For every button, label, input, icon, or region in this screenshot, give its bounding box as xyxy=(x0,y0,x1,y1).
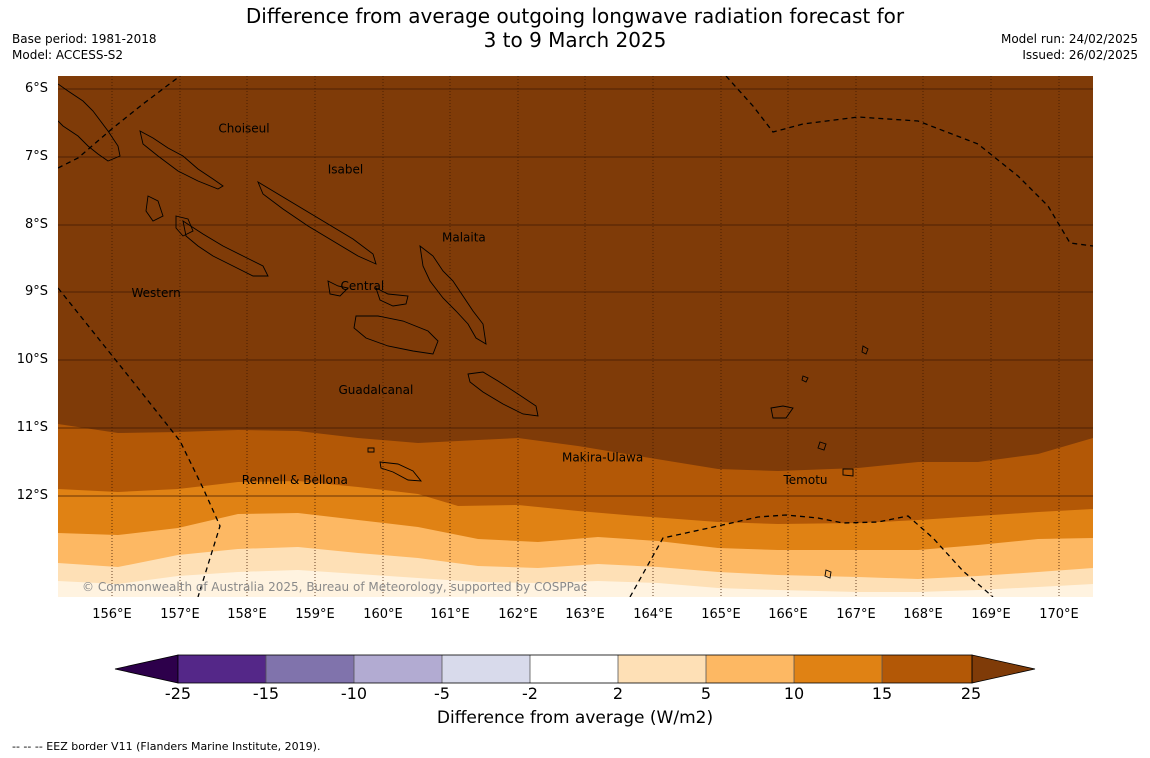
lon-tick: 167°E xyxy=(836,607,876,622)
lon-tick: 156°E xyxy=(92,607,132,622)
colorbar-outline xyxy=(177,654,973,684)
colorbar-segment xyxy=(882,655,972,683)
lon-tick: 160°E xyxy=(363,607,403,622)
colorbar-label: 5 xyxy=(700,684,712,703)
colorbar-label: 10 xyxy=(783,684,805,703)
province-label: Guadalcanal xyxy=(338,383,413,397)
lon-tick: 159°E xyxy=(295,607,335,622)
lat-tick: 11°S xyxy=(16,420,48,435)
duff-islands xyxy=(801,375,809,383)
forecast-map: Choiseul Isabel Malaita Western Central Guada… xyxy=(58,76,1093,597)
lon-tick: 162°E xyxy=(498,607,538,622)
colorbar-dividers xyxy=(265,655,883,683)
province-label: Rennell & Bellona xyxy=(242,473,348,487)
eez-border xyxy=(58,76,1093,597)
lat-tick: 6°S xyxy=(24,81,48,96)
colorbar-under-arrow xyxy=(114,654,179,684)
lat-tick: 9°S xyxy=(24,284,48,299)
lon-tick: 169°E xyxy=(971,607,1011,622)
kolombangara-island xyxy=(175,215,194,237)
colorbar-segment xyxy=(794,655,882,683)
colorbar-segment xyxy=(706,655,794,683)
colorbar-label: -2 xyxy=(522,684,538,703)
province-labels: Choiseul Isabel Malaita Western Central Guada… xyxy=(131,122,827,487)
lon-tick: 170°E xyxy=(1039,607,1079,622)
colorbar-label: -15 xyxy=(252,684,280,703)
colorbar-segment xyxy=(442,655,530,683)
bellona-island xyxy=(367,447,375,453)
province-label: Makira-Ulawa xyxy=(562,451,643,465)
model-run: Model run: 24/02/2025 xyxy=(1000,32,1138,46)
nggela-islands xyxy=(375,287,409,307)
latitude-gridlines xyxy=(58,88,1093,497)
lat-tick: 10°S xyxy=(16,352,48,367)
colorbar-label: -10 xyxy=(340,684,368,703)
colorbar-segment xyxy=(618,655,706,683)
lon-tick: 164°E xyxy=(633,607,673,622)
metadata-left: Base period: 1981-2018 Model: ACCESS-S2 xyxy=(12,31,157,63)
lon-tick: 166°E xyxy=(768,607,808,622)
colorbar-over-arrow xyxy=(971,654,1036,684)
province-label: Isabel xyxy=(328,162,363,176)
colorbar-label: -5 xyxy=(434,684,450,703)
map-title: Difference from average outgoing longwav… xyxy=(0,4,1150,52)
coastlines xyxy=(58,83,869,579)
colorbar-label: 25 xyxy=(960,684,982,703)
province-label: Malaita xyxy=(442,231,486,245)
colorbar-label: -25 xyxy=(164,684,192,703)
issued-date: Issued: 26/02/2025 xyxy=(1022,48,1138,62)
lon-tick: 168°E xyxy=(903,607,943,622)
isabel-island xyxy=(257,180,377,265)
tinakula-island xyxy=(817,441,827,451)
title-line-2: 3 to 9 March 2025 xyxy=(483,28,667,52)
santa-cruz-island xyxy=(770,405,794,419)
anomaly-near-neutral-band xyxy=(58,570,1093,597)
eez-legend-note: -- -- -- EEZ border V11 (Flanders Marine… xyxy=(12,740,321,753)
colorbar-title: Difference from average (W/m2) xyxy=(436,708,714,728)
new-georgia-islands xyxy=(182,220,269,277)
rennell-island xyxy=(379,461,422,482)
utupua-island xyxy=(842,468,854,477)
province-label: Western xyxy=(131,286,180,300)
colorbar-segment xyxy=(178,655,266,683)
lon-tick: 165°E xyxy=(701,607,741,622)
province-label: Choiseul xyxy=(218,122,269,136)
colorbar-label: 15 xyxy=(871,684,893,703)
title-line-1: Difference from average outgoing longwav… xyxy=(245,4,905,28)
lon-tick: 163°E xyxy=(565,607,605,622)
vella-lavella-island xyxy=(145,195,164,222)
lat-tick: 12°S xyxy=(16,488,48,503)
guadalcanal-island xyxy=(353,315,439,355)
malaita-island xyxy=(419,244,487,345)
colorbar-segment xyxy=(266,655,354,683)
makira-island xyxy=(467,371,539,417)
copyright-notice: © Commonwealth of Australia 2025, Bureau… xyxy=(82,580,587,594)
lon-tick: 157°E xyxy=(160,607,200,622)
lon-tick: 158°E xyxy=(227,607,267,622)
colorbar xyxy=(114,654,1036,684)
colorbar-segment xyxy=(530,655,618,683)
colorbar-segment xyxy=(354,655,442,683)
province-label: Central xyxy=(341,279,385,293)
province-label: Temotu xyxy=(782,473,827,487)
colorbar-label: 2 xyxy=(612,684,624,703)
lat-tick: 8°S xyxy=(24,217,48,232)
florida-islands xyxy=(327,280,349,297)
base-period: Base period: 1981-2018 xyxy=(12,32,157,46)
lon-tick: 161°E xyxy=(430,607,470,622)
bougainville-island xyxy=(58,83,121,162)
choiseul-island xyxy=(139,130,224,190)
reef-islands xyxy=(861,345,869,355)
model-name: Model: ACCESS-S2 xyxy=(12,48,124,62)
anuta-island xyxy=(824,569,832,579)
lat-tick: 7°S xyxy=(24,149,48,164)
metadata-right: Model run: 24/02/2025 Issued: 26/02/2025 xyxy=(1001,31,1138,63)
